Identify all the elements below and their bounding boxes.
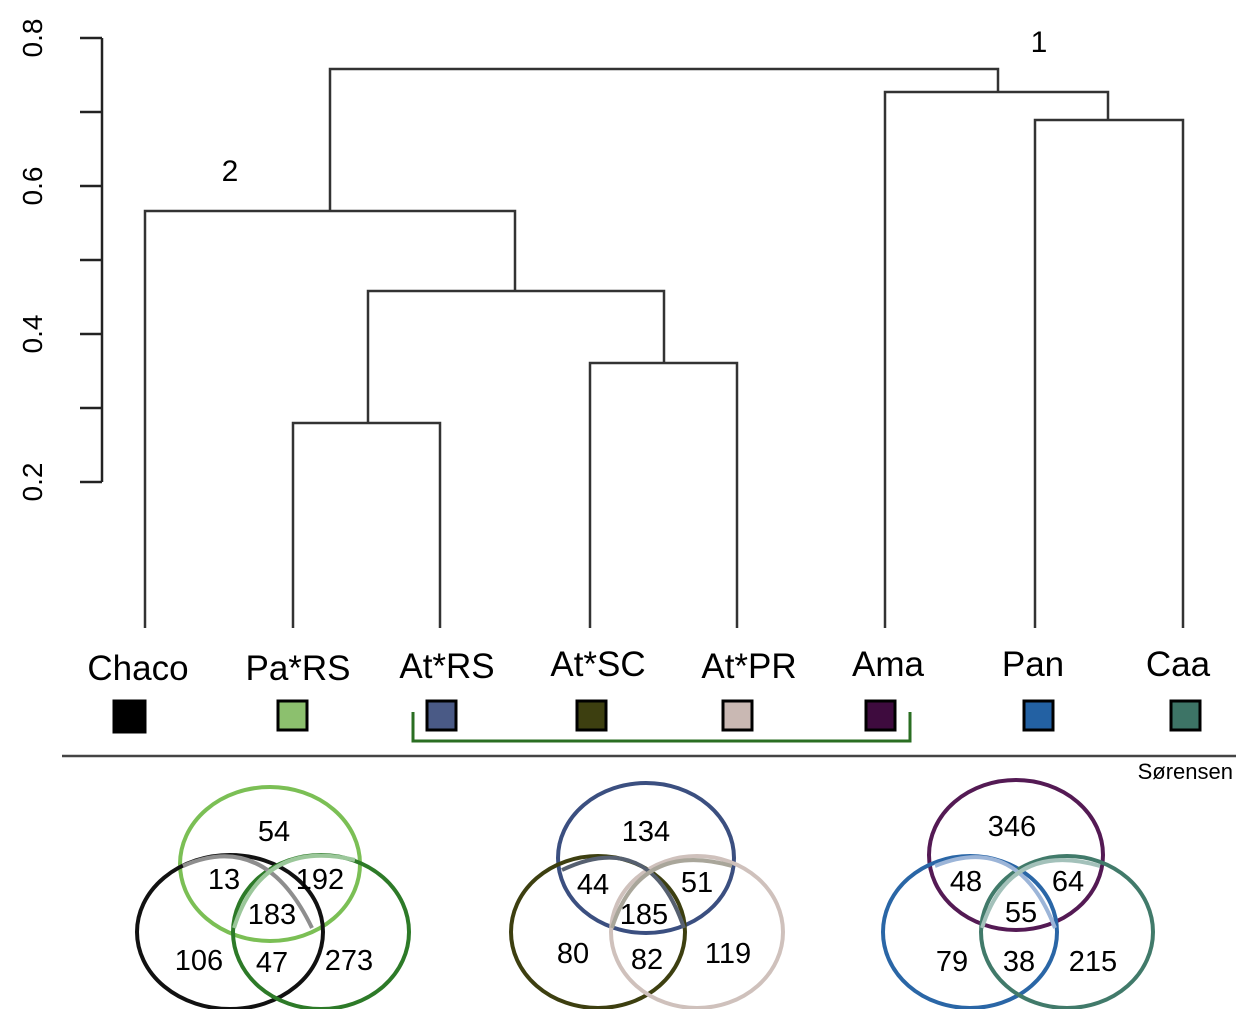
branch-atlantic-group — [366, 289, 666, 423]
venn3-count-all: 55 — [1005, 897, 1037, 929]
y-tick-label: 0.6 — [17, 167, 48, 206]
venn2-circle-left — [509, 854, 687, 1009]
leaf-label-ama: Ama — [852, 645, 925, 684]
venn3-count-top-only: 346 — [988, 811, 1036, 843]
venn2-count-right-only: 119 — [705, 938, 751, 970]
venn1-count-left-right: 47 — [256, 947, 288, 979]
leaf-label-atsc: At*SC — [550, 645, 645, 684]
branch-ama-pan-caa — [883, 90, 1110, 628]
swatch-ama — [864, 699, 897, 732]
venn2-count-top-left: 44 — [577, 869, 609, 901]
leaf-labels: Chaco Pa*RS At*RS At*SC At*PR Ama Pan Ca… — [87, 645, 1210, 688]
venn1-count-top-left: 13 — [208, 864, 240, 896]
leaf-label-chaco: Chaco — [87, 649, 188, 688]
venn1-count-all: 183 — [248, 899, 296, 931]
venn3-circle-top — [927, 778, 1105, 932]
venn-diagram-3: 346 48 64 55 79 38 215 — [881, 778, 1155, 1009]
venn3-count-top-left: 48 — [950, 866, 982, 898]
venn2-count-top-only: 134 — [622, 816, 670, 848]
venn2-count-left-only: 80 — [557, 938, 589, 970]
swatch-chaco — [112, 699, 147, 734]
venn2-count-all: 185 — [620, 899, 668, 931]
leaf-label-pars: Pa*RS — [245, 649, 350, 688]
venn1-count-top-only: 54 — [258, 816, 290, 848]
leaf-swatches — [112, 699, 1202, 734]
venn2-circle-top — [556, 781, 736, 935]
branch-pan-caa — [1033, 118, 1185, 628]
dendrogram-branches — [143, 67, 1185, 628]
y-axis: 0.2 0.4 0.6 0.8 — [17, 19, 104, 502]
swatch-atpr — [721, 699, 754, 732]
group-bracket — [411, 712, 912, 743]
leaf-label-atrs: At*RS — [399, 647, 494, 686]
venn3-count-top-right: 64 — [1052, 866, 1084, 898]
leaf-label-caa: Caa — [1146, 645, 1211, 684]
venn2-overlap-arc-right — [610, 858, 733, 929]
venn1-count-right-only: 273 — [325, 945, 373, 977]
branch-cluster-1 — [328, 67, 1000, 211]
venn1-overlap-arc-right — [232, 853, 356, 929]
y-tick-label: 0.4 — [17, 315, 48, 354]
venn1-overlap-arc-left — [182, 854, 314, 929]
venn2-count-left-right: 82 — [631, 944, 663, 976]
y-axis-ticks — [80, 36, 102, 484]
swatch-pars — [276, 699, 309, 732]
cluster-label-2: 2 — [222, 155, 239, 188]
venn3-circle-right — [979, 854, 1155, 1009]
branch-pars-atrs — [291, 421, 442, 628]
metric-label: Sørensen — [1138, 759, 1233, 784]
venn1-count-left-only: 106 — [175, 945, 223, 977]
venn2-overlap-arc-left — [561, 855, 686, 929]
leaf-label-pan: Pan — [1002, 645, 1064, 684]
leaf-label-atpr: At*PR — [701, 647, 796, 686]
swatch-caa — [1169, 699, 1202, 732]
venn1-count-top-right: 192 — [296, 864, 344, 896]
venn3-count-left-only: 79 — [936, 946, 968, 978]
venn-diagram-1: 54 13 192 183 106 47 273 — [135, 785, 411, 1009]
venn2-circle-right — [609, 854, 785, 1009]
y-tick-label: 0.8 — [17, 19, 48, 58]
venn2-count-top-right: 51 — [681, 867, 713, 899]
swatch-pan — [1022, 699, 1055, 732]
venn3-overlap-arc-left — [934, 855, 1057, 929]
venn-diagram-2: 134 44 51 185 80 82 119 — [509, 781, 785, 1009]
swatch-atsc — [575, 699, 608, 732]
branch-atsc-atpr — [588, 361, 739, 628]
venn3-overlap-arc-right — [980, 858, 1101, 929]
cluster-label-1: 1 — [1031, 26, 1048, 59]
venn3-count-left-right: 38 — [1003, 946, 1035, 978]
swatch-atrs — [425, 699, 458, 732]
venn3-count-right-only: 215 — [1069, 946, 1117, 978]
branch-cluster-2 — [143, 209, 517, 628]
y-tick-label: 0.2 — [17, 463, 48, 502]
